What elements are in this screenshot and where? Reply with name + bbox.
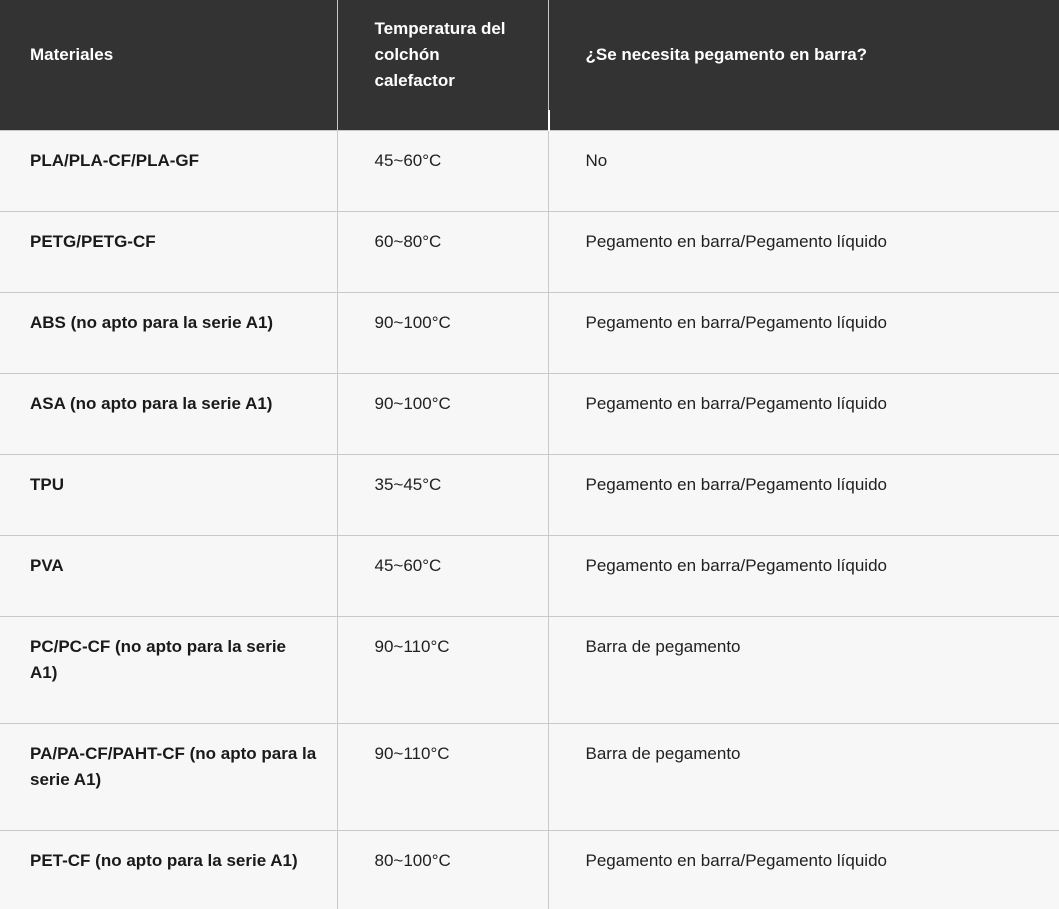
table-row: PVA 45~60°C Pegamento en barra/Pegamento l…	[0, 535, 1059, 617]
cell-material: PET-CF (no apto para la serie A1)	[0, 830, 338, 909]
table-row: PLA/PLA-CF/PLA-GF 45~60°C No	[0, 130, 1059, 212]
table-row: ASA (no apto para la serie A1) 90~100°C Pe…	[0, 373, 1059, 455]
cell-glue-needed: Pegamento en barra/Pegamento líquido	[548, 454, 1059, 536]
cell-bed-temperature: 45~60°C	[337, 535, 549, 617]
cell-glue-needed: Barra de pegamento	[548, 723, 1059, 831]
cell-glue-needed: Barra de pegamento	[548, 616, 1059, 724]
cell-material: PC/PC-CF (no apto para la serie A1)	[0, 616, 338, 724]
table-row: PA/PA-CF/PAHT-CF (no apto para la serie …	[0, 723, 1059, 831]
column-divider-handle[interactable]	[548, 110, 550, 131]
table-row: PETG/PETG-CF 60~80°C Pegamento en barra/Pe…	[0, 211, 1059, 293]
cell-material: PA/PA-CF/PAHT-CF (no apto para la serie …	[0, 723, 338, 831]
cell-material: ABS (no apto para la serie A1)	[0, 292, 338, 374]
header-bed-temperature: Temperatura del colchón calefactor	[337, 0, 549, 131]
cell-glue-needed: Pegamento en barra/Pegamento líquido	[548, 211, 1059, 293]
header-materials: Materiales	[0, 0, 338, 131]
cell-material: PLA/PLA-CF/PLA-GF	[0, 130, 338, 212]
header-glue-needed: ¿Se necesita pegamento en barra?	[548, 0, 1059, 131]
header-row: Materiales Temperatura del colchón calef…	[0, 0, 1059, 131]
cell-bed-temperature: 45~60°C	[337, 130, 549, 212]
cell-glue-needed: Pegamento en barra/Pegamento líquido	[548, 373, 1059, 455]
cell-material: ASA (no apto para la serie A1)	[0, 373, 338, 455]
table-row: TPU 35~45°C Pegamento en barra/Pegamento l…	[0, 454, 1059, 536]
header-bed-temperature-label: Temperatura del colchón calefactor	[374, 19, 506, 90]
cell-glue-needed: Pegamento en barra/Pegamento líquido	[548, 535, 1059, 617]
cell-bed-temperature: 90~100°C	[337, 292, 549, 374]
cell-bed-temperature: 90~110°C	[337, 616, 549, 724]
cell-bed-temperature: 80~100°C	[337, 830, 549, 909]
cell-material: TPU	[0, 454, 338, 536]
cell-material: PVA	[0, 535, 338, 617]
cell-bed-temperature: 90~110°C	[337, 723, 549, 831]
cell-glue-needed: Pegamento en barra/Pegamento líquido	[548, 292, 1059, 374]
cell-bed-temperature: 35~45°C	[337, 454, 549, 536]
table-row: ABS (no apto para la serie A1) 90~100°C Pe…	[0, 292, 1059, 374]
table-row: PET-CF (no apto para la serie A1) 80~100°…	[0, 830, 1059, 909]
cell-glue-needed: No	[548, 130, 1059, 212]
cell-bed-temperature: 60~80°C	[337, 211, 549, 293]
table-body: PLA/PLA-CF/PLA-GF 45~60°C No PETG/PETG-CF 60…	[0, 130, 1059, 909]
table-row: PC/PC-CF (no apto para la serie A1) 90~11…	[0, 616, 1059, 724]
cell-glue-needed: Pegamento en barra/Pegamento líquido	[548, 830, 1059, 909]
table-header: Materiales Temperatura del colchón calef…	[0, 0, 1059, 131]
cell-bed-temperature: 90~100°C	[337, 373, 549, 455]
cell-material: PETG/PETG-CF	[0, 211, 338, 293]
